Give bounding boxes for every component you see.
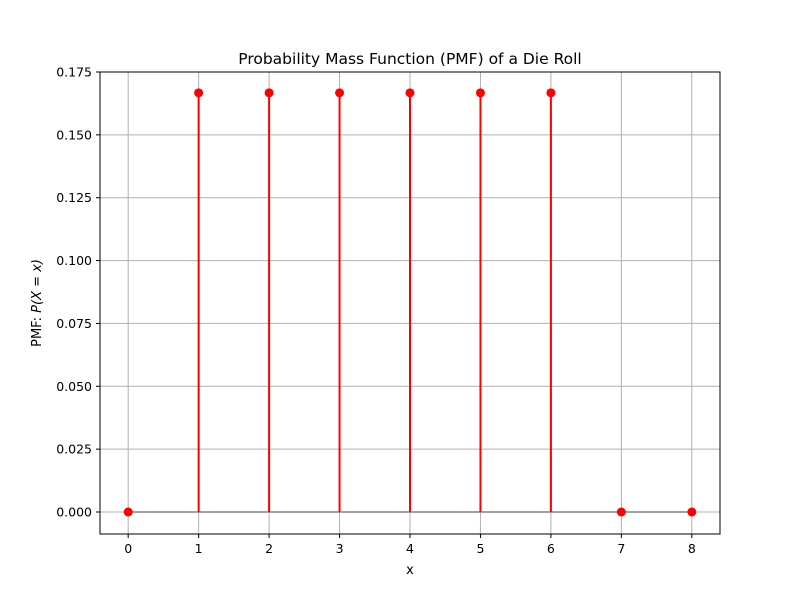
y-tick-label-6: 0.150 bbox=[56, 127, 92, 142]
x-tick-label-7: 7 bbox=[617, 541, 625, 556]
x-tick-label-1: 1 bbox=[195, 541, 203, 556]
stem-marker-5 bbox=[475, 88, 485, 98]
y-tick-label-1: 0.025 bbox=[56, 442, 92, 457]
x-tick-label-8: 8 bbox=[688, 541, 696, 556]
chart-title: Probability Mass Function (PMF) of a Die… bbox=[238, 50, 582, 68]
x-tick-label-4: 4 bbox=[406, 541, 414, 556]
markers bbox=[123, 88, 697, 517]
stem-marker-3 bbox=[335, 88, 345, 98]
x-ticks: 0 1 2 3 4 5 6 7 8 bbox=[124, 534, 696, 556]
y-tick-label-7: 0.175 bbox=[56, 65, 92, 80]
x-tick-label-0: 0 bbox=[124, 541, 132, 556]
y-tick-label-5: 0.125 bbox=[56, 190, 92, 205]
y-axis-label-prefix: PMF: bbox=[30, 313, 45, 347]
x-tick-label-5: 5 bbox=[476, 541, 484, 556]
y-tick-label-3: 0.075 bbox=[56, 316, 92, 331]
stem-marker-2 bbox=[264, 88, 274, 98]
stem-marker-6 bbox=[546, 88, 556, 98]
x-tick-label-3: 3 bbox=[336, 541, 344, 556]
stem-marker-7 bbox=[616, 507, 626, 517]
stem-marker-1 bbox=[194, 88, 204, 98]
y-tick-label-0: 0.000 bbox=[56, 505, 92, 520]
y-axis-label-math: P(X = x) bbox=[30, 259, 45, 313]
y-ticks: 0.000 0.025 0.050 0.075 0.100 0.125 0.150 0.175 bbox=[56, 65, 100, 520]
x-tick-label-6: 6 bbox=[547, 541, 555, 556]
y-axis-label: PMF: P(X = x) bbox=[30, 259, 45, 347]
stem-marker-4 bbox=[405, 88, 415, 98]
stem-marker-0 bbox=[123, 507, 133, 517]
y-tick-label-4: 0.100 bbox=[56, 253, 92, 268]
y-tick-label-2: 0.050 bbox=[56, 379, 92, 394]
x-axis-label: x bbox=[406, 563, 414, 578]
stem-marker-8 bbox=[687, 507, 697, 517]
stems bbox=[197, 92, 552, 512]
x-tick-label-2: 2 bbox=[265, 541, 273, 556]
